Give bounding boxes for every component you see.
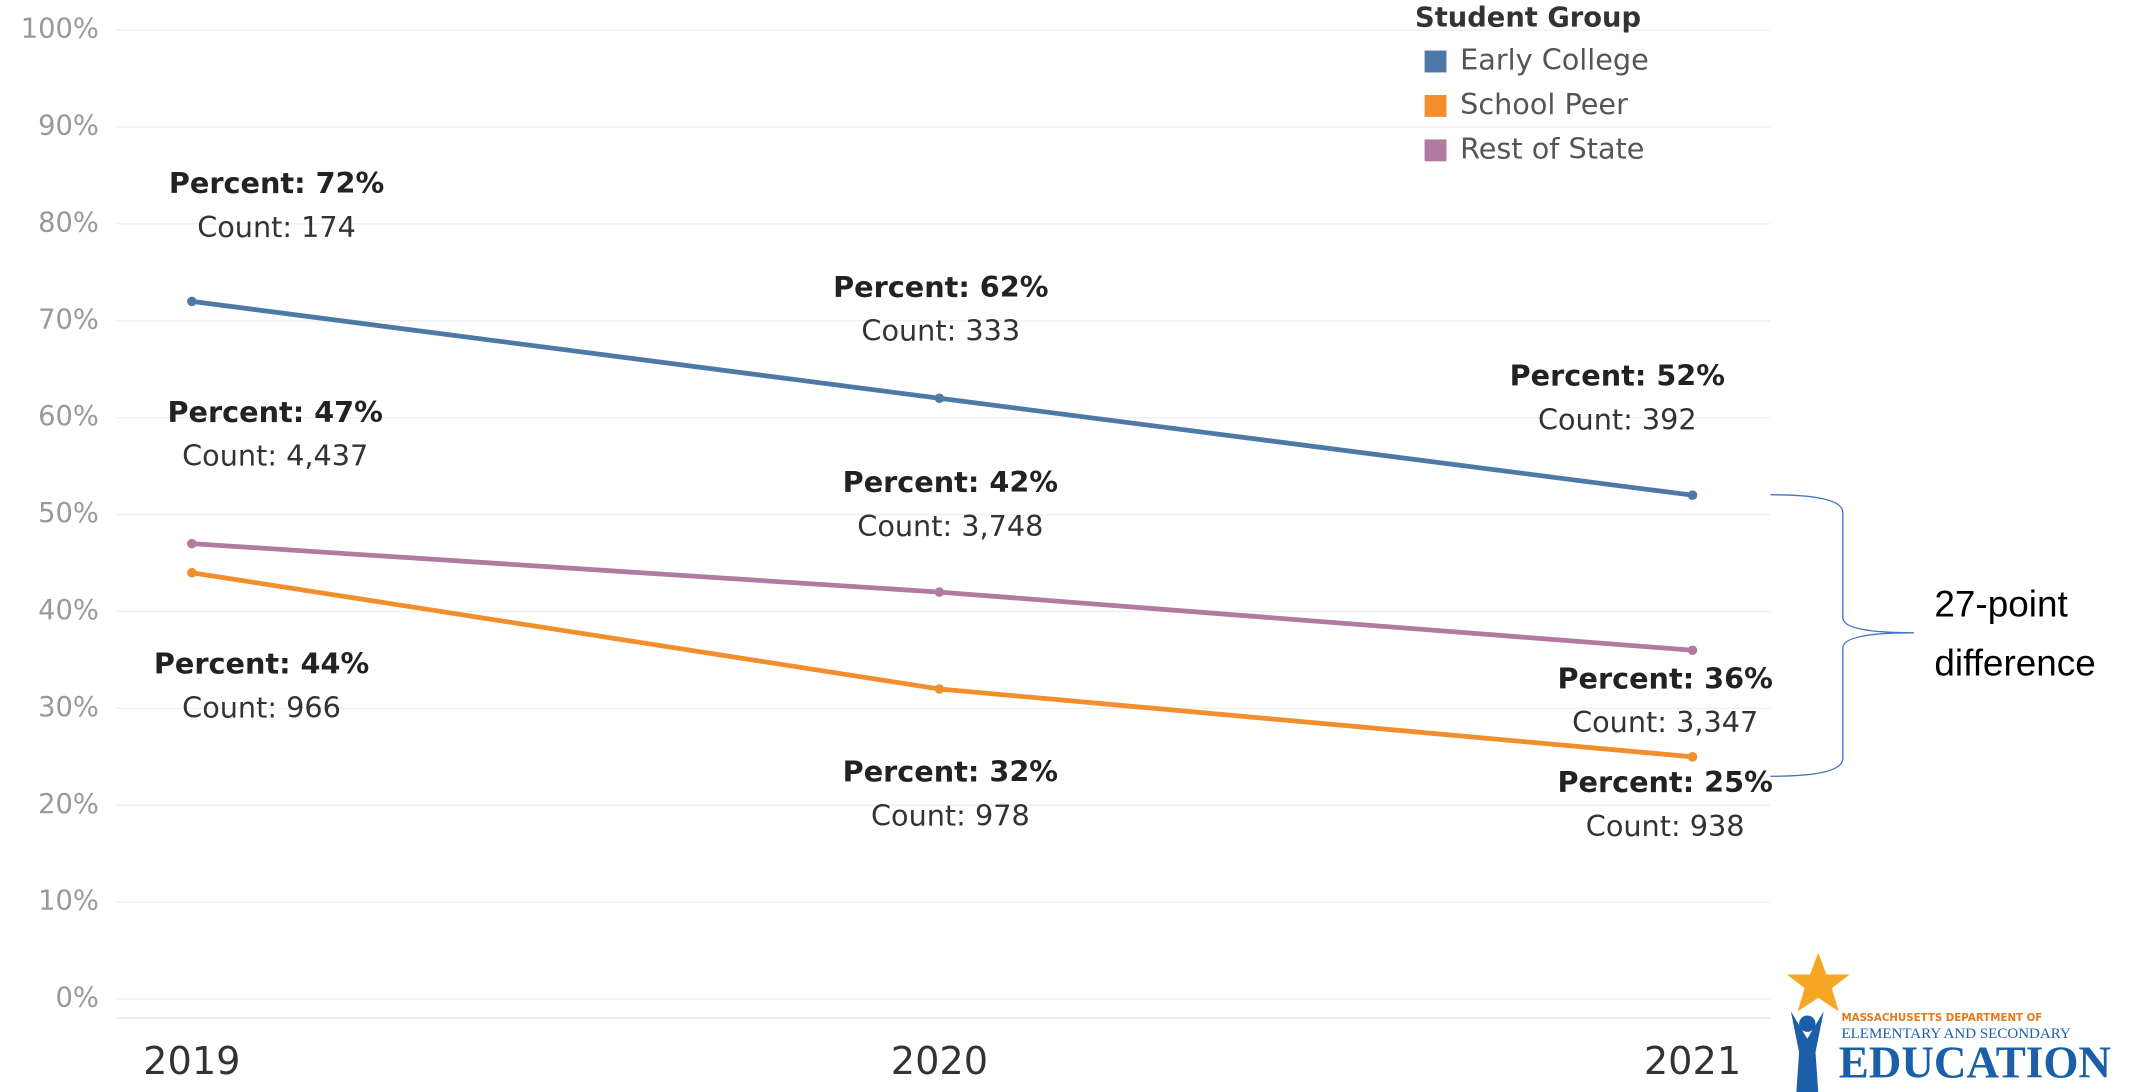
count-label: Count: 3,347: [1572, 705, 1758, 739]
data-point: [187, 296, 197, 307]
x-tick-label: 2020: [891, 1039, 988, 1084]
data-label: Percent: 25%: [1557, 765, 1772, 799]
logo-text: ELEMENTARY AND SECONDARY: [1841, 1026, 2070, 1042]
x-tick-label: 2019: [143, 1039, 240, 1084]
logo-star: [1786, 952, 1850, 1012]
logo: MASSACHUSETTS DEPARTMENT OF ELEMENTARY A…: [1786, 952, 2111, 1092]
legend-swatch: [1424, 94, 1447, 117]
logo-figure-head: [1799, 1015, 1816, 1032]
legend-swatch: [1424, 50, 1447, 73]
y-tick-label: 80%: [38, 207, 99, 238]
data-point: [934, 393, 945, 404]
grid: 0% 10% 20% 30% 40% 50% 60% 70% 80% 90% 100% 2019 202…: [21, 14, 1771, 1084]
y-tick-label: 10%: [38, 886, 99, 917]
data-point: [934, 587, 945, 597]
count-label: Count: 966: [182, 690, 341, 724]
labels: Percent: 72% Count: 174 Percent: 62% Count:…: [154, 43, 1773, 843]
count-label: Count: 4,437: [182, 439, 368, 473]
y-tick-label: 70%: [38, 304, 99, 335]
legend-label: Rest of State: [1460, 131, 1644, 165]
legend-label: Early College: [1460, 43, 1649, 77]
y-tick-label: 90%: [38, 110, 99, 141]
data-label: Percent: 44%: [154, 647, 369, 681]
data-label: Percent: 36%: [1557, 661, 1772, 695]
data-point: [1687, 752, 1698, 762]
y-tick-label: 50%: [38, 498, 99, 529]
y-tick-label: 60%: [38, 401, 99, 432]
marks: [187, 296, 1698, 762]
legend-label: School Peer: [1460, 87, 1628, 121]
annotation: 27-point: [1934, 584, 2067, 625]
y-tick-label: 0%: [56, 983, 99, 1014]
data-label: Percent: 47%: [168, 395, 383, 429]
data-point: [187, 538, 197, 549]
count-label: Count: 3,748: [857, 509, 1043, 543]
legend-title: Student Group: [1415, 3, 1641, 34]
data-label: Percent: 72%: [169, 166, 384, 200]
count-label: Count: 938: [1586, 809, 1745, 843]
data-label: Percent: 42%: [843, 465, 1058, 499]
series-line: [191, 541, 1693, 653]
annotation: difference: [1934, 642, 2095, 683]
legend-swatch: [1424, 139, 1447, 162]
data-label: Percent: 52%: [1510, 359, 1725, 393]
bracket: [1770, 494, 1914, 777]
y-tick-label: 40%: [38, 595, 99, 626]
y-tick-label: 100%: [21, 14, 99, 45]
data-label: Percent: 32%: [843, 755, 1058, 789]
series-line: [191, 570, 1693, 760]
count-label: Count: 174: [197, 210, 356, 244]
y-tick-label: 30%: [38, 692, 99, 723]
logo-figure: [1790, 1011, 1824, 1092]
data-point: [1687, 645, 1698, 656]
y-tick-label: 20%: [38, 789, 99, 820]
data-label: Percent: 62%: [833, 270, 1048, 304]
data-point: [1687, 490, 1698, 500]
x-tick-label: 2021: [1644, 1039, 1741, 1084]
data-point: [934, 684, 945, 694]
logo-text: MASSACHUSETTS DEPARTMENT OF: [1841, 1012, 2042, 1024]
logo-text: EDUCATION: [1839, 1038, 2111, 1088]
count-label: Count: 978: [871, 798, 1030, 832]
data-point: [187, 567, 197, 578]
count-label: Count: 333: [861, 314, 1020, 348]
count-label: Count: 392: [1538, 402, 1697, 436]
